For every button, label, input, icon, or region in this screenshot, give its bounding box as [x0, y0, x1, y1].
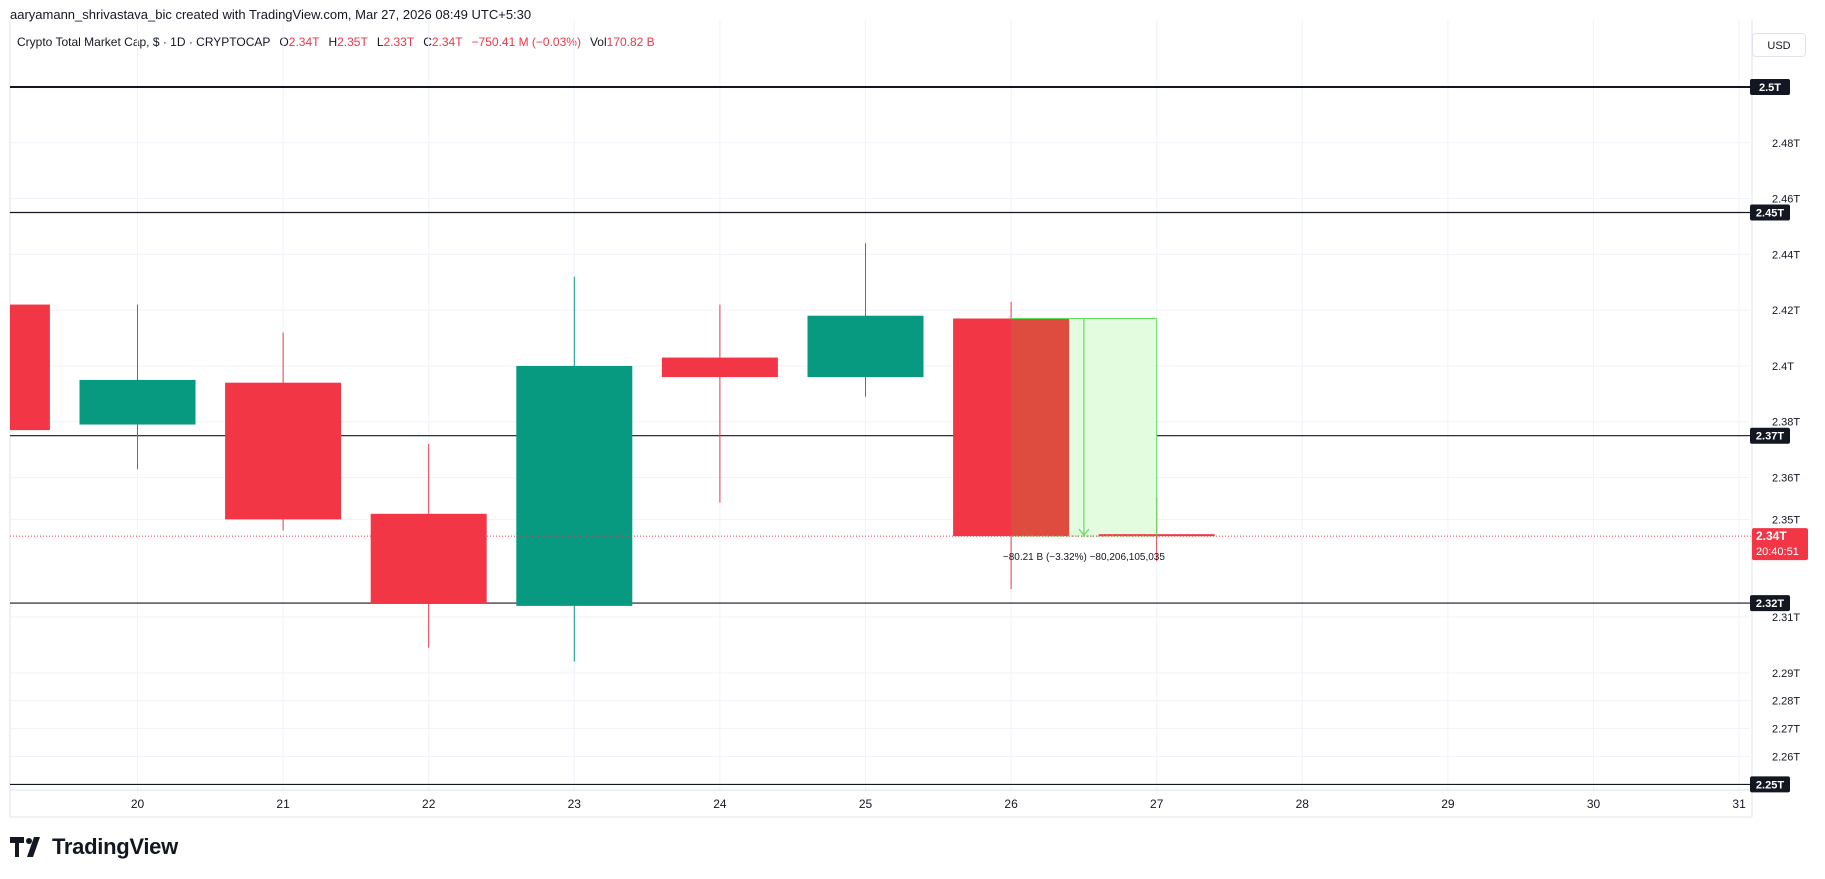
horizontal-line-tag [1750, 78, 1790, 95]
horizontal-line-tag-label: 2.5T [1759, 82, 1781, 94]
horizontal-line-tag [1750, 776, 1790, 793]
price-axis-label: 2.38T [1772, 417, 1800, 429]
last-price-tag [1752, 528, 1808, 561]
open-value: 2.34T [288, 35, 320, 49]
time-axis-label: 28 [1296, 797, 1310, 811]
price-axis: 2.48T 2.46T 2.44T 2.42T 2.4T 2.38T 2.36T 2.35T 2… [1772, 138, 1800, 764]
candle-body [370, 513, 487, 604]
candle-body [225, 382, 342, 520]
price-axis-label: 2.29T [1772, 668, 1800, 680]
price-axis-label: 2.36T [1772, 473, 1800, 485]
price-axis-label: 2.48T [1772, 138, 1800, 150]
volume-value: 170.82 B [606, 35, 655, 49]
price-axis-label: 2.35T [1772, 514, 1800, 526]
symbol-title[interactable]: Crypto Total Market Cap, $ · 1D · CRYPTO… [17, 35, 271, 49]
candle-body [79, 379, 196, 425]
candle-body [661, 357, 778, 378]
time-axis-label: 23 [568, 797, 582, 811]
tradingview-logo-text: TradingView [52, 834, 178, 859]
last-price-countdown: 20:40:51 [1756, 546, 1799, 558]
low-label: L [376, 35, 384, 49]
horizontal-line-tag [1750, 595, 1790, 612]
candle-body [807, 315, 924, 378]
time-axis-label: 21 [276, 797, 290, 811]
time-axis-label: 30 [1587, 797, 1601, 811]
last-price-tag-label: 2.34T [1756, 529, 1787, 543]
horizontal-line-tag-label: 2.45T [1756, 208, 1784, 220]
price-axis-label: 2.27T [1772, 724, 1800, 736]
currency-button[interactable]: USD [1752, 33, 1806, 57]
open-label: O [279, 35, 289, 49]
low-value: 2.33T [383, 35, 415, 49]
price-axis-label: 2.46T [1772, 194, 1800, 206]
candle-body [10, 304, 50, 431]
price-axis-label: 2.4T [1772, 361, 1794, 373]
close-value: 2.34T [431, 35, 463, 49]
time-axis: 20 21 22 23 24 25 26 27 28 29 30 31 [131, 797, 1746, 811]
horizontal-line-tag-label: 2.32T [1756, 598, 1784, 610]
tradingview-logo[interactable]: TradingView [10, 834, 178, 860]
change-value: −750.41 M (−0.03%) [471, 35, 581, 49]
candle-body [516, 365, 633, 606]
chart-credit: aaryamann_shrivastava_bic created with T… [10, 7, 532, 22]
time-axis-label: 27 [1150, 797, 1164, 811]
price-axis-label: 2.42T [1772, 305, 1800, 317]
price-axis-label: 2.44T [1772, 249, 1800, 261]
price-tags: 2.5T 2.45T 2.37T 2.32T 2.25T 2.34T 20:40:51 [1750, 78, 1808, 793]
time-axis-label: 24 [713, 797, 727, 811]
time-axis-label: 31 [1732, 797, 1746, 811]
time-axis-label: 25 [859, 797, 873, 811]
high-label: H [328, 35, 338, 49]
measure-label: −80.21 B (−3.32%) −80,206,105,035 [1003, 552, 1166, 563]
price-axis-label: 2.26T [1772, 752, 1800, 764]
symbol-legend: Crypto Total Market Cap, $ · 1D · CRYPTO… [17, 35, 655, 49]
price-axis-label: 2.31T [1772, 612, 1800, 624]
close-label: C [423, 35, 432, 49]
horizontal-line-tag [1750, 427, 1790, 444]
horizontal-line-tag [1750, 204, 1790, 221]
volume-label: Vol [589, 35, 607, 49]
time-axis-label: 26 [1004, 797, 1018, 811]
horizontal-line-tag-label: 2.25T [1756, 779, 1784, 791]
high-value: 2.35T [337, 35, 368, 49]
measure-arrow-head [1078, 528, 1090, 537]
price-chart[interactable]: −80.21 B (−3.32%) −80,206,105,035 2.48T2… [0, 0, 1825, 830]
time-axis-label: 29 [1441, 797, 1455, 811]
price-axis-label: 2.28T [1772, 696, 1800, 708]
time-axis-label: 20 [131, 797, 145, 811]
time-axis-label: 22 [422, 797, 436, 811]
measure-overlap [1011, 318, 1070, 537]
horizontal-line-tag-label: 2.37T [1756, 431, 1784, 443]
tradingview-logo-icon [10, 837, 40, 857]
